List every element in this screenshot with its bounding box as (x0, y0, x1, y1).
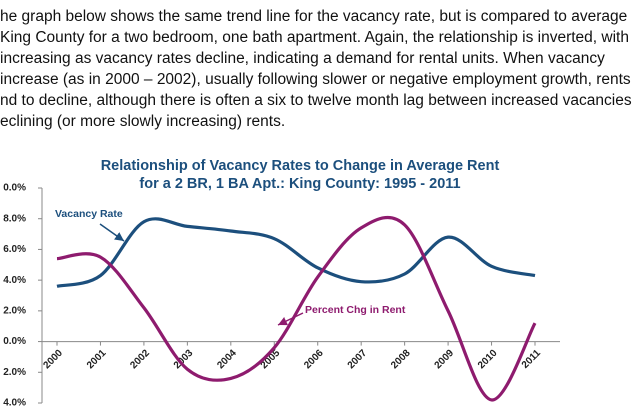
y-tick-label: 4.0% (3, 398, 26, 409)
y-tick-label: 0.0% (3, 183, 26, 194)
x-tick-label: 2008 (389, 347, 413, 371)
y-tick-label: 2.0% (3, 367, 26, 378)
text-line: increasing as vacancy rates decline, ind… (0, 50, 605, 67)
text-line: he graph below shows the same trend line… (0, 8, 628, 25)
y-tick-label: 2.0% (3, 305, 26, 316)
y-tick-label: 8.0% (3, 213, 26, 224)
x-tick-label: 2004 (215, 347, 239, 371)
label-arrow (277, 312, 304, 326)
x-tick-label: 2000 (41, 347, 65, 371)
y-tick-label: 6.0% (3, 244, 26, 255)
label-arrow (99, 223, 125, 242)
x-tick-label: 2001 (85, 347, 109, 371)
x-tick-label: 2010 (476, 347, 500, 371)
text-line: increase (as in 2000 – 2002), usually fo… (0, 71, 631, 88)
text-line: nd to decline, although there is often a… (0, 92, 632, 109)
x-tick-label: 2006 (302, 347, 326, 371)
x-tick-label: 2007 (346, 347, 370, 371)
x-tick-label: 2009 (433, 347, 457, 371)
series-label: Percent Chg in Rent (305, 304, 406, 316)
series-label: Vacancy Rate (55, 208, 123, 220)
line-series (56, 217, 536, 288)
text-line: eclining (or more slowly increasing) ren… (0, 113, 286, 130)
y-tick-label: 0.0% (3, 336, 26, 347)
chart-title: for a 2 BR, 1 BA Apt.: King County: 1995… (139, 176, 460, 192)
y-tick-label: 4.0% (3, 275, 26, 286)
text-line: King County for a two bedroom, one bath … (0, 29, 629, 46)
x-tick-label: 2002 (128, 347, 152, 371)
line-series (56, 215, 537, 402)
paragraph: he graph below shows the same trend line… (0, 6, 640, 132)
chart-title: Relationship of Vacancy Rates to Change … (101, 158, 500, 174)
